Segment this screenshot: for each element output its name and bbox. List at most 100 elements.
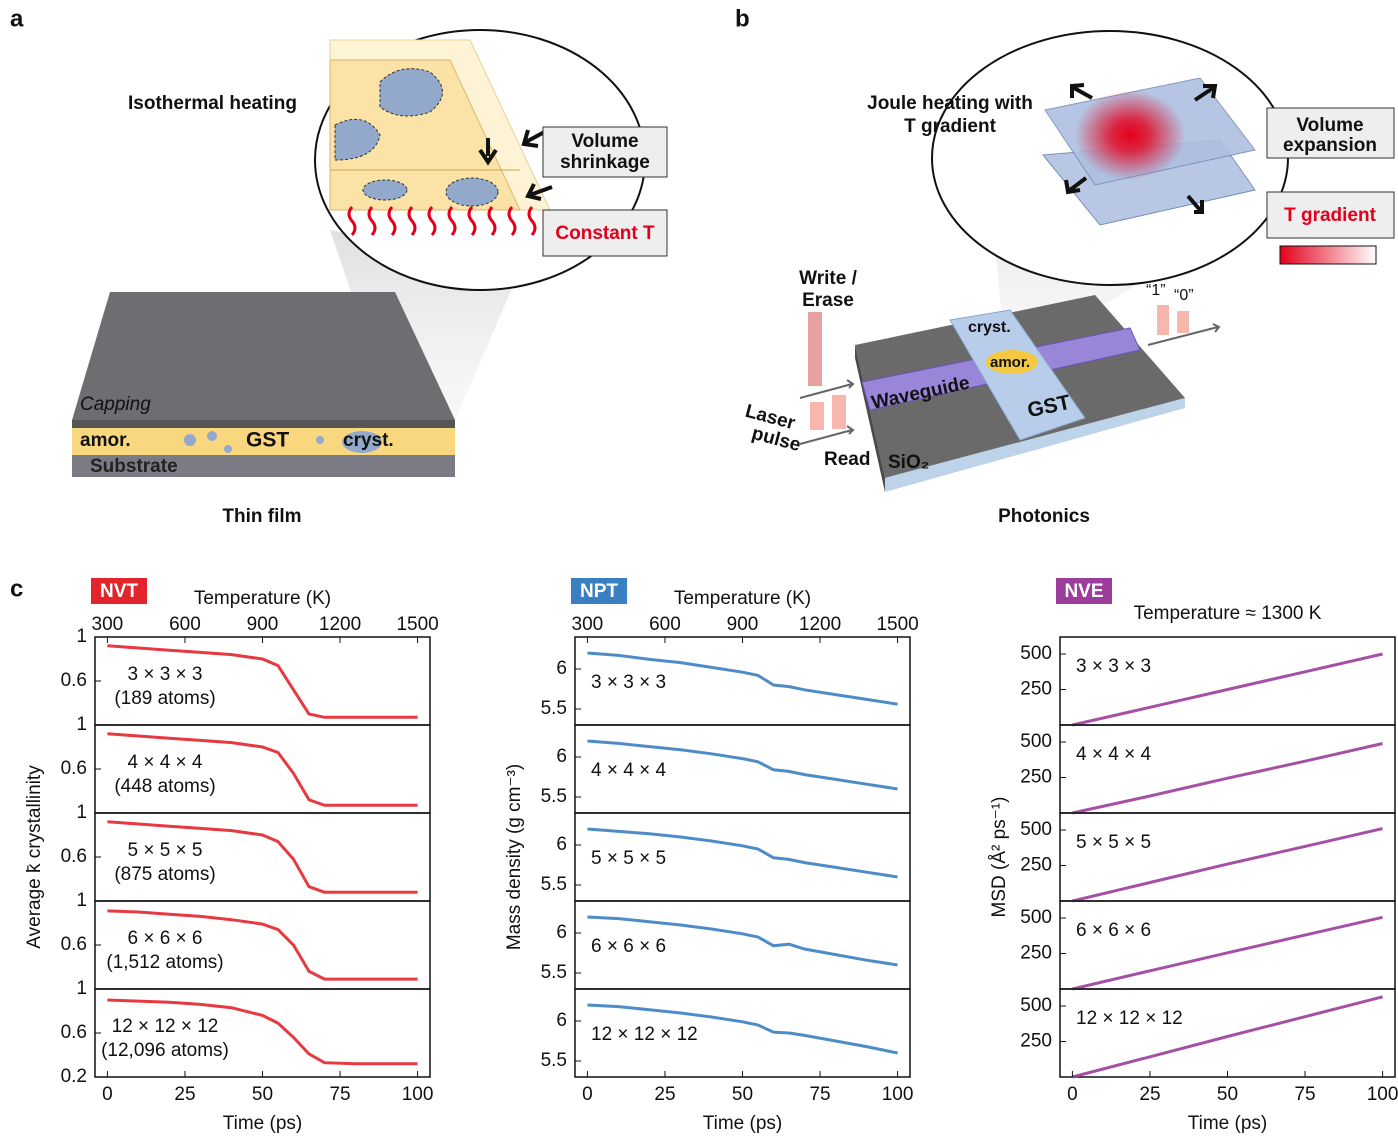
capping-edge — [72, 420, 455, 428]
panel-label: 4 × 4 × 4 — [1076, 744, 1151, 765]
box-text: T gradient — [1284, 205, 1377, 226]
gradient-bar — [1280, 246, 1376, 264]
write-label: Erase — [802, 290, 854, 311]
panel-frame — [1060, 725, 1395, 813]
x-tick-label: 100 — [1367, 1084, 1398, 1105]
grain — [184, 434, 196, 446]
x-tick-label: 50 — [732, 1084, 753, 1105]
photonics-diagram: cryst. amor. Waveguide GST SiO₂ Write / … — [743, 31, 1394, 527]
panel-label: 4 × 4 × 4 — [127, 752, 202, 773]
y-tick-label: 6 — [556, 658, 567, 679]
y-tick-label: 0.6 — [61, 758, 87, 779]
y-axis-label: MSD (Å² ps⁻¹) — [989, 797, 1010, 918]
atoms-label: (1,512 atoms) — [106, 952, 223, 973]
panel-frame — [1060, 813, 1395, 901]
y-tick-label: 1 — [76, 890, 87, 911]
x-tick-label: 25 — [174, 1084, 195, 1105]
cryst-label: cryst. — [968, 319, 1011, 336]
panel-label: c — [10, 575, 23, 602]
substrate-label: Substrate — [90, 456, 178, 477]
bit-label: “0” — [1174, 287, 1194, 304]
inset-title: Isothermal heating — [128, 93, 297, 114]
x-axis-label: Time (ps) — [703, 1113, 783, 1134]
cryst-label: cryst. — [343, 430, 394, 451]
x-tick-label: 75 — [329, 1084, 350, 1105]
read-pulse — [810, 402, 824, 430]
panel-label: 12 × 12 × 12 — [1076, 1008, 1183, 1029]
y-tick-label: 6 — [556, 834, 567, 855]
top-tick-label: 1500 — [396, 614, 438, 635]
panel-label: 6 × 6 × 6 — [591, 936, 666, 957]
top-tick-label: 300 — [572, 614, 604, 635]
thin-film-diagram: Capping amor. GST cryst. Substrate Thin … — [72, 30, 667, 527]
panel-label: 3 × 3 × 3 — [1076, 656, 1151, 677]
grain — [363, 180, 407, 200]
panel-label: 3 × 3 × 3 — [591, 672, 666, 693]
panel-label: 6 × 6 × 6 — [127, 928, 202, 949]
ensemble-label: NVT — [100, 581, 138, 602]
caption: Photonics — [998, 506, 1090, 527]
top-tick-label: 300 — [92, 614, 124, 635]
x-tick-label: 75 — [1294, 1084, 1315, 1105]
substrate-label: SiO₂ — [888, 452, 929, 473]
y-tick-label: 6 — [556, 922, 567, 943]
y-tick-label: 250 — [1020, 767, 1052, 788]
y-tick-label: 5.5 — [541, 1050, 567, 1071]
panel-label: 12 × 12 × 12 — [112, 1016, 219, 1037]
y-axis-label: Mass density (g cm⁻³) — [504, 764, 525, 950]
hot-spot — [1075, 90, 1185, 180]
x-tick-label: 50 — [252, 1084, 273, 1105]
read-label: Read — [824, 449, 870, 470]
top-axis-label: Temperature (K) — [674, 588, 811, 609]
panel-label: 5 × 5 × 5 — [127, 840, 202, 861]
output-pulse — [1157, 305, 1169, 335]
y-tick-label: 5.5 — [541, 698, 567, 719]
write-label: Write / — [799, 268, 857, 289]
y-tick-label: 0.2 — [61, 1066, 87, 1087]
grain — [224, 445, 232, 453]
x-tick-label: 50 — [1217, 1084, 1238, 1105]
panel-label: 3 × 3 × 3 — [127, 664, 202, 685]
grain — [380, 69, 443, 116]
page: {"panel_labels":["a","b","c"], "thin_fil… — [0, 0, 1398, 1136]
top-tick-label: 600 — [169, 614, 201, 635]
box-text: Constant T — [555, 223, 655, 244]
write-pulse — [808, 312, 822, 386]
panel-label: 12 × 12 × 12 — [591, 1024, 698, 1045]
y-tick-label: 5.5 — [541, 874, 567, 895]
x-tick-label: 25 — [1139, 1084, 1160, 1105]
figure: a b c Capping amor. GST cryst. Substrate… — [0, 0, 1398, 1136]
top-axis-label: Temperature (K) — [194, 588, 331, 609]
y-tick-label: 1 — [76, 802, 87, 823]
panel-frame — [1060, 989, 1395, 1077]
x-tick-label: 100 — [402, 1084, 434, 1105]
box-text: expansion — [1283, 135, 1377, 156]
y-tick-label: 250 — [1020, 1031, 1052, 1052]
inset-title: T gradient — [904, 116, 997, 137]
x-axis-label: Time (ps) — [223, 1113, 303, 1134]
inset-title: Joule heating with — [867, 93, 1033, 114]
y-tick-label: 500 — [1020, 643, 1052, 664]
x-tick-label: 25 — [654, 1084, 675, 1105]
grain — [207, 431, 217, 441]
y-tick-label: 500 — [1020, 995, 1052, 1016]
top-axis-label: Temperature ≈ 1300 K — [1134, 603, 1322, 624]
y-tick-label: 500 — [1020, 907, 1052, 928]
y-tick-label: 500 — [1020, 731, 1052, 752]
box-text: shrinkage — [560, 152, 650, 173]
ensemble-label: NVE — [1064, 581, 1103, 602]
x-tick-label: 0 — [582, 1084, 593, 1105]
bit-label: “1” — [1146, 282, 1166, 299]
top-tick-label: 900 — [727, 614, 759, 635]
panel-label: 6 × 6 × 6 — [1076, 920, 1151, 941]
y-tick-label: 1 — [76, 626, 87, 647]
top-tick-label: 1200 — [799, 614, 841, 635]
panel-frame — [1060, 901, 1395, 989]
gst-label: GST — [246, 429, 289, 452]
amor-label: amor. — [990, 354, 1030, 371]
charts: NVTTemperature (K)30060090012001500Avera… — [24, 578, 1398, 1134]
x-tick-label: 75 — [809, 1084, 830, 1105]
atoms-label: (12,096 atoms) — [101, 1040, 229, 1061]
y-tick-label: 0.6 — [61, 670, 87, 691]
top-tick-label: 900 — [247, 614, 279, 635]
